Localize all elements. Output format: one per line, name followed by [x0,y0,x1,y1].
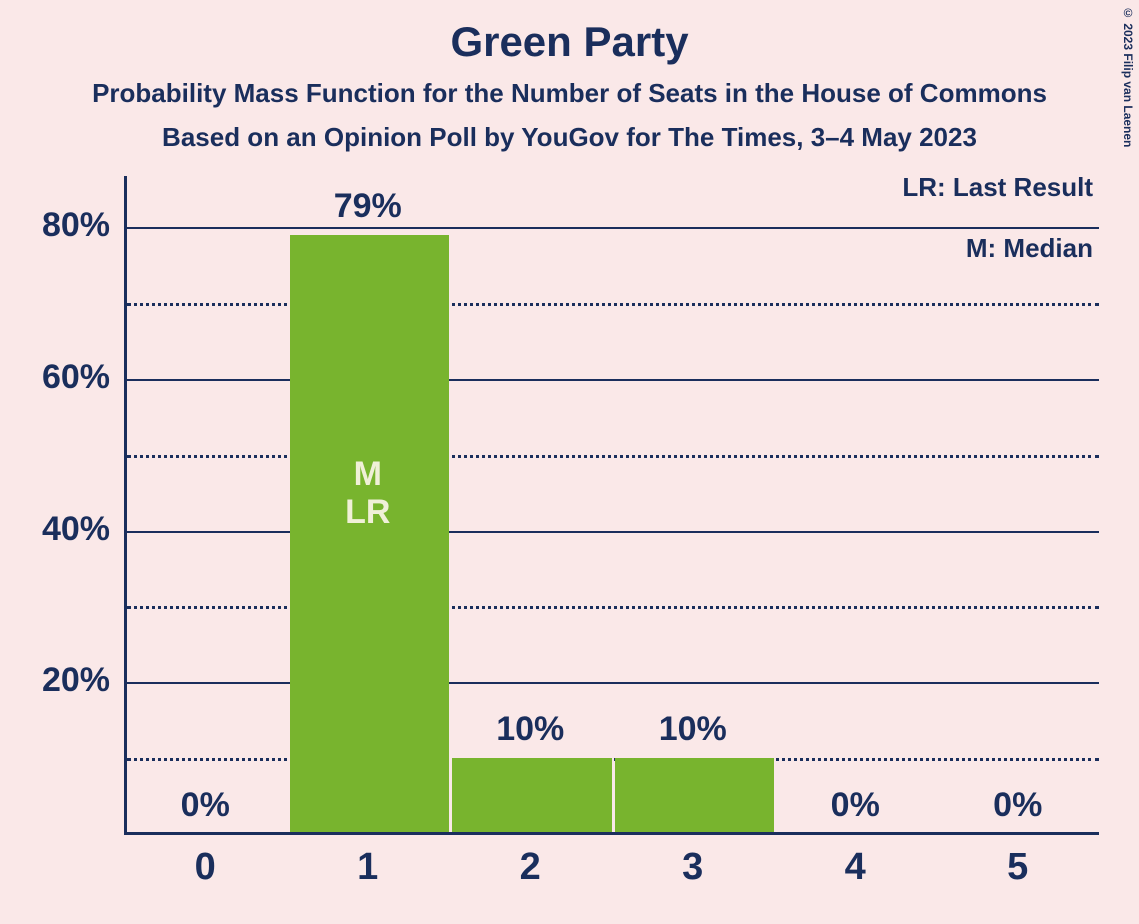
bar-value-label: 0% [774,786,937,825]
grid-minor [127,758,1099,761]
bar [615,758,775,832]
chart-subtitle-1: Probability Mass Function for the Number… [0,78,1139,109]
x-tick-label: 1 [287,846,450,889]
grid-minor [127,303,1099,306]
legend-lr: LR: Last Result [902,172,1093,203]
y-tick-label: 60% [14,358,110,397]
y-tick-label: 20% [14,661,110,700]
y-axis [124,176,127,834]
bar-value-label: 0% [124,786,287,825]
bar-value-label: 10% [612,710,775,749]
y-tick-label: 40% [14,510,110,549]
x-axis [124,832,1099,835]
x-tick-label: 2 [449,846,612,889]
y-tick-label: 80% [14,206,110,245]
x-tick-label: 3 [612,846,775,889]
grid-major [127,531,1099,533]
bar [290,235,450,832]
grid-minor [127,606,1099,609]
bar-value-label: 79% [287,187,450,226]
bar-value-label: 0% [937,786,1100,825]
grid-major [127,682,1099,684]
chart-subtitle-2: Based on an Opinion Poll by YouGov for T… [0,122,1139,153]
bar-value-label: 10% [449,710,612,749]
grid-minor [127,455,1099,458]
copyright-text: © 2023 Filip van Laenen [1121,6,1135,147]
grid-major [127,379,1099,381]
bar-inner-label: MLR [287,456,450,531]
x-tick-label: 5 [937,846,1100,889]
x-tick-label: 0 [124,846,287,889]
chart-title: Green Party [0,18,1139,66]
x-tick-label: 4 [774,846,937,889]
bar [452,758,612,832]
chart-plot-area: 20%40%60%80%0%079%110%210%30%40%5MLRLR: … [124,212,1099,834]
legend-m: M: Median [966,233,1093,264]
grid-major [127,227,1099,229]
